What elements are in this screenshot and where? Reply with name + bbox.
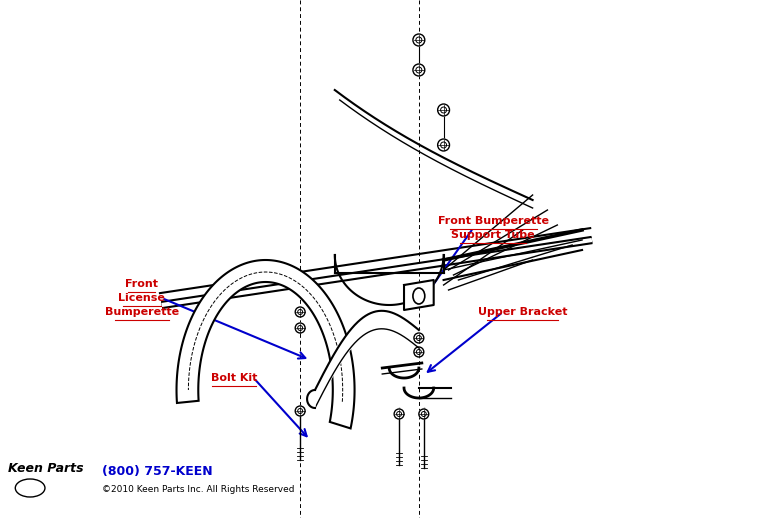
Ellipse shape: [15, 479, 45, 497]
Circle shape: [419, 409, 429, 419]
Polygon shape: [307, 390, 315, 408]
Circle shape: [414, 333, 424, 343]
Circle shape: [437, 139, 450, 151]
Text: Bolt Kit: Bolt Kit: [211, 373, 257, 383]
Polygon shape: [176, 260, 354, 428]
Ellipse shape: [413, 288, 425, 304]
Text: (800) 757-KEEN: (800) 757-KEEN: [102, 466, 213, 479]
Circle shape: [414, 347, 424, 357]
Circle shape: [295, 406, 305, 416]
Text: Front: Front: [126, 279, 159, 289]
Circle shape: [394, 409, 404, 419]
Text: Upper Bracket: Upper Bracket: [478, 307, 567, 317]
Text: Keen Parts: Keen Parts: [8, 462, 84, 474]
Text: ©2010 Keen Parts Inc. All Rights Reserved: ©2010 Keen Parts Inc. All Rights Reserve…: [102, 485, 295, 495]
Text: Front Bumperette: Front Bumperette: [437, 216, 548, 226]
Circle shape: [413, 34, 425, 46]
Text: License: License: [119, 293, 166, 303]
Circle shape: [437, 104, 450, 116]
Circle shape: [413, 64, 425, 76]
Text: Support Tube: Support Tube: [451, 230, 535, 240]
Circle shape: [295, 323, 305, 333]
Text: Bumperette: Bumperette: [105, 307, 179, 317]
Polygon shape: [404, 280, 434, 310]
Circle shape: [295, 307, 305, 317]
